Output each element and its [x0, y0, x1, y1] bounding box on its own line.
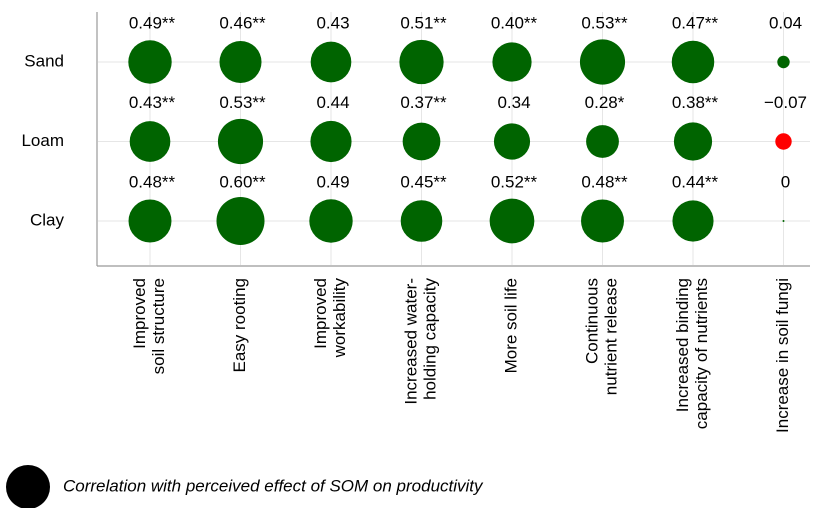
bubble: [777, 55, 790, 69]
value-label: 0.04: [769, 13, 802, 32]
legend-label: Correlation with perceived effect of SOM…: [63, 476, 484, 495]
bubble: [775, 133, 792, 150]
y-tick-label: Sand: [24, 51, 64, 70]
x-tick-label: More soil life: [501, 278, 520, 373]
value-label: 0.48**: [129, 172, 176, 191]
value-label: 0.34: [497, 93, 530, 112]
x-tick-label: Increased water-: [401, 278, 420, 405]
bubble: [400, 200, 443, 242]
x-tick-label: workability: [330, 278, 349, 359]
x-tick-label: Improved: [311, 278, 330, 349]
bubble: [492, 42, 532, 82]
bubble: [128, 40, 172, 84]
bubble: [402, 122, 441, 161]
value-label: 0.51**: [400, 13, 447, 32]
value-label: 0.52**: [491, 172, 538, 191]
bubble: [581, 199, 624, 243]
bubble: [671, 40, 715, 84]
bubble: [586, 125, 619, 158]
value-label: 0.40**: [491, 13, 538, 32]
bubble: [673, 122, 713, 161]
value-label: 0.38**: [672, 93, 719, 112]
x-tick-label: Improved: [130, 278, 149, 349]
value-label: 0: [781, 172, 790, 191]
value-label: 0.47**: [672, 13, 719, 32]
x-tick-label: Increase in soil fungi: [773, 278, 792, 433]
value-label: 0.46**: [219, 13, 266, 32]
legend-marker: [6, 465, 50, 509]
bubble: [129, 121, 171, 162]
x-tick-label: holding capacity: [420, 278, 439, 400]
bubble: [672, 200, 714, 242]
value-label: 0.49**: [129, 13, 176, 32]
x-tick-label: Easy rooting: [230, 278, 249, 373]
value-label: 0.53**: [581, 13, 628, 32]
bubble: [579, 39, 626, 85]
value-label: 0.44: [316, 93, 349, 112]
value-label: 0.53**: [219, 93, 266, 112]
value-label: 0.43: [316, 13, 349, 32]
x-tick-label: soil structure: [149, 278, 168, 374]
x-tick-label: Continuous: [582, 278, 601, 364]
bubble: [219, 40, 262, 84]
value-label: 0.60**: [219, 172, 266, 191]
bubble: [128, 199, 172, 243]
y-tick-label: Clay: [30, 210, 65, 229]
x-tick-label: nutrient release: [601, 278, 620, 395]
value-label: 0.43**: [129, 93, 176, 112]
value-label: 0.45**: [400, 172, 447, 191]
value-label: −0.07: [764, 93, 807, 112]
value-label: 0.28*: [585, 93, 625, 112]
x-tick-label: Increased binding: [673, 278, 692, 412]
bubble: [309, 199, 353, 243]
bubble: [489, 198, 535, 244]
value-label: 0.49: [316, 172, 349, 191]
value-label: 0.44**: [672, 172, 719, 191]
bubble: [216, 196, 265, 246]
bubble: [310, 120, 352, 163]
y-tick-label: Loam: [21, 131, 64, 150]
bubble: [399, 39, 444, 85]
x-tick-label: capacity of nutrients: [692, 278, 711, 429]
value-label: 0.48**: [581, 172, 628, 191]
bubble: [310, 41, 352, 83]
bubble: [493, 123, 531, 160]
bubble: [782, 220, 785, 222]
value-label: 0.37**: [400, 93, 447, 112]
bubble: [217, 118, 264, 165]
